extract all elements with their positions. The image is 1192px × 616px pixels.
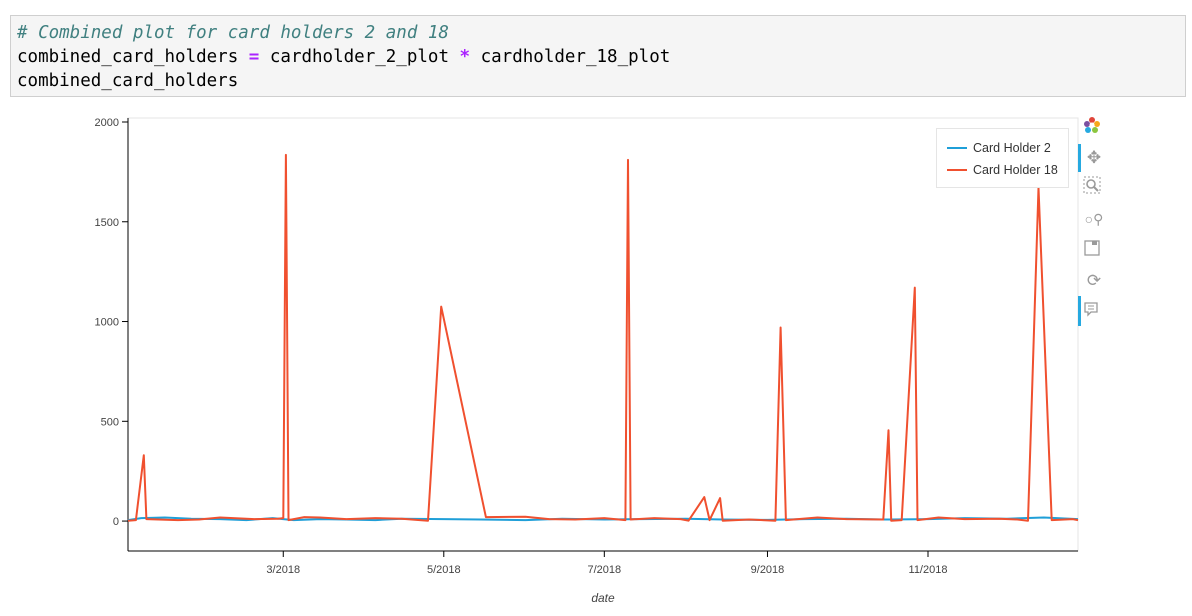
legend-swatch-card-holder-2 <box>947 147 967 149</box>
code-operand-1: cardholder_2_plot <box>259 47 460 67</box>
hover-active-indicator <box>1078 296 1081 326</box>
hover-icon[interactable] <box>1083 301 1105 323</box>
y-tick-label-500: 500 <box>101 416 119 428</box>
pan-icon[interactable]: ✥ <box>1086 148 1102 167</box>
x-axis-label: date <box>591 591 615 605</box>
legend-swatch-card-holder-18 <box>947 169 967 171</box>
x-tick-label-4: 11/2018 <box>909 564 948 576</box>
legend-item-card-holder-2[interactable]: Card Holder 2 <box>947 138 1051 158</box>
y-tick-label-1000: 1000 <box>95 317 119 329</box>
pan-active-indicator <box>1078 144 1081 172</box>
y-tick-label-2000: 2000 <box>95 117 119 129</box>
x-tick-label-2: 7/2018 <box>587 564 621 576</box>
code-operator-assign: = <box>248 47 260 67</box>
bokeh-logo-icon[interactable] <box>1083 116 1105 138</box>
save-icon[interactable] <box>1083 239 1105 261</box>
wheel-zoom-icon[interactable]: ○⚲ <box>1084 210 1104 227</box>
code-line-assignment: combined_card_holders = cardholder_2_plo… <box>17 45 1179 69</box>
reset-icon[interactable]: ⟳ <box>1086 271 1102 290</box>
code-cell[interactable]: # Combined plot for card holders 2 and 1… <box>10 15 1186 97</box>
box-zoom-icon[interactable] <box>1083 176 1105 198</box>
line-chart[interactable]: 0 500 1000 1500 2000 3/2018 5/2018 7/2018 9/2018… <box>0 104 1192 616</box>
series-line-1 <box>127 153 1079 522</box>
code-variable: combined_card_holders <box>17 47 249 67</box>
code-line-output: combined_card_holders <box>17 71 239 91</box>
legend-label-card-holder-2: Card Holder 2 <box>973 141 1051 155</box>
legend-label-card-holder-18: Card Holder 18 <box>973 163 1058 177</box>
x-tick-label-1: 5/2018 <box>427 564 461 576</box>
y-tick-label-1500: 1500 <box>95 217 119 229</box>
x-tick-label-3: 9/2018 <box>751 564 785 576</box>
plot-toolbar: ✥ ○⚲ ⟳ <box>1078 116 1110 326</box>
chart-legend[interactable]: Card Holder 2 Card Holder 18 <box>936 128 1069 188</box>
plot-frame: 0 500 1000 1500 2000 3/2018 5/2018 7/2018 9/2018… <box>0 104 1192 616</box>
x-tick-label-0: 3/2018 <box>266 564 300 576</box>
code-operand-2: cardholder_18_plot <box>470 47 671 67</box>
code-comment: # Combined plot for card holders 2 and 1… <box>17 23 449 43</box>
code-operator-multiply: * <box>459 47 471 67</box>
legend-item-card-holder-18[interactable]: Card Holder 18 <box>947 160 1058 180</box>
y-tick-label-0: 0 <box>113 516 119 528</box>
